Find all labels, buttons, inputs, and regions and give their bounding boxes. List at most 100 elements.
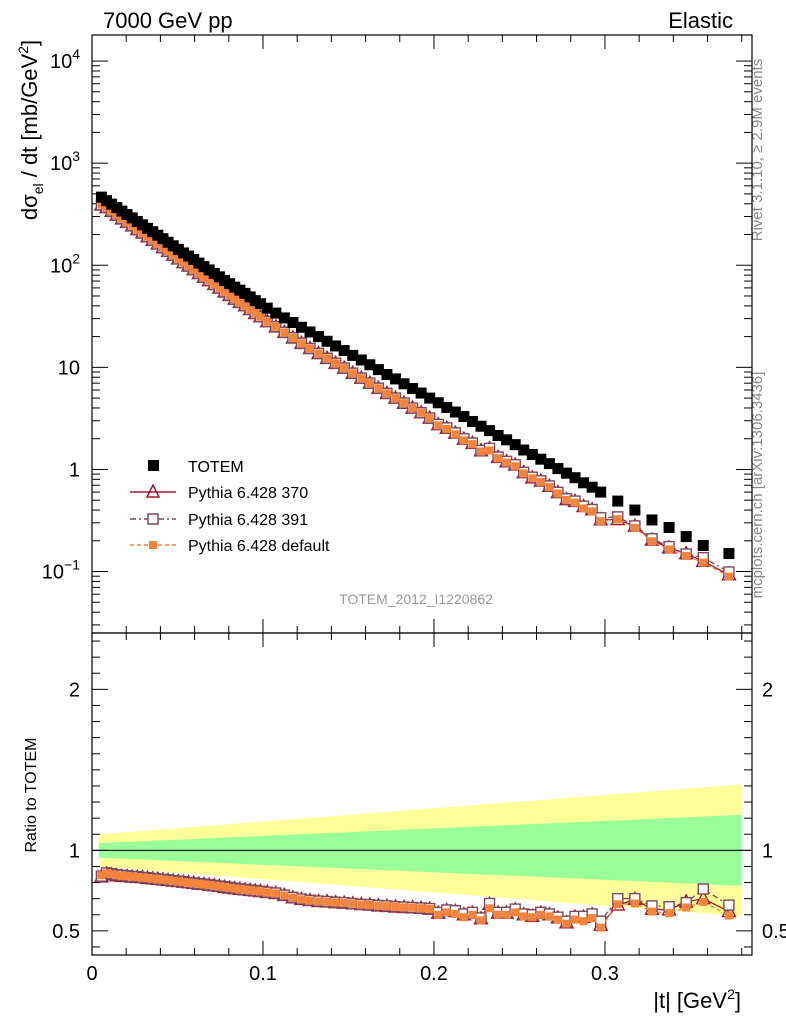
ratio-y-axis-label: Ratio to TOTEM <box>23 738 40 853</box>
main-point-series-3 <box>256 312 265 321</box>
main-point-totem <box>313 331 325 343</box>
ratio-point-series-3 <box>536 910 545 919</box>
main-point-series-3 <box>189 265 198 274</box>
main-point-series-3 <box>494 454 503 463</box>
main-point-totem <box>595 486 607 498</box>
ratio-point-series-3 <box>613 900 622 909</box>
ratio-y-tick-label-left: 0.5 <box>52 921 80 943</box>
main-point-series-3 <box>468 440 477 449</box>
main-point-series-3 <box>235 298 244 307</box>
ratio-point-series-3 <box>451 909 460 918</box>
ratio-point-series-3 <box>256 887 265 896</box>
ratio-point-series-3 <box>241 885 250 894</box>
main-point-series-3 <box>323 354 332 363</box>
ratio-point-series-3 <box>133 873 142 882</box>
main-point-totem <box>407 383 419 395</box>
main-point-series-3 <box>365 379 374 388</box>
ratio-point-series-3 <box>306 896 315 905</box>
main-point-totem <box>338 345 350 357</box>
ratio-point-series-3 <box>194 879 203 888</box>
main-point-totem <box>535 453 547 465</box>
x-axis-label: |t| [GeV2] <box>653 986 741 1013</box>
ratio-point-series-3 <box>153 875 162 884</box>
main-point-totem <box>475 420 487 432</box>
main-point-totem <box>518 444 530 456</box>
main-point-series-3 <box>306 344 315 353</box>
ratio-point-series-3 <box>468 910 477 919</box>
legend: TOTEM Pythia 6.428 370 Pythia 6.428 391 … <box>130 459 330 555</box>
ratio-point-series-3 <box>271 889 280 898</box>
main-point-totem <box>364 359 376 371</box>
main-point-totem <box>578 477 590 489</box>
main-point-series-3 <box>199 273 208 282</box>
main-point-totem <box>295 321 307 333</box>
main-point-series-3 <box>391 394 400 403</box>
ratio-point-series-3 <box>263 888 272 897</box>
x-tick-label: 0.1 <box>249 963 277 985</box>
main-point-series-3 <box>184 262 193 271</box>
ratio-point-series-2 <box>697 883 709 895</box>
ratio-point-series-3 <box>476 916 485 925</box>
legend-label-p391: Pythia 6.428 391 <box>188 512 308 529</box>
main-point-totem <box>287 316 299 328</box>
main-point-series-3 <box>459 436 468 445</box>
main-point-totem <box>586 481 598 493</box>
ratio-point-series-3 <box>164 876 173 885</box>
main-point-series-3 <box>205 276 214 285</box>
main-point-series-3 <box>588 507 597 516</box>
main-point-totem <box>646 514 658 526</box>
main-point-series-3 <box>665 545 674 554</box>
ratio-point-series-3 <box>571 915 580 924</box>
ratio-point-series-3 <box>348 899 357 908</box>
legend-label-totem: TOTEM <box>188 459 244 476</box>
main-point-series-3 <box>442 424 451 433</box>
main-point-series-3 <box>417 408 426 417</box>
ratio-y-tick-label-left: 2 <box>69 679 80 701</box>
main-point-series-3 <box>263 317 272 326</box>
main-point-totem <box>509 439 521 451</box>
main-point-totem <box>501 434 513 446</box>
ratio-point-series-3 <box>288 893 297 902</box>
ratio-point-series-3 <box>102 869 111 878</box>
main-point-series-3 <box>724 572 733 581</box>
main-y-axis-label: dσel / dt [mb/GeV2] <box>15 40 46 220</box>
main-point-series-3 <box>314 349 323 358</box>
ratio-point-series-3 <box>225 883 234 892</box>
main-point-totem <box>449 406 461 418</box>
main-point-totem <box>458 411 470 423</box>
main-point-totem <box>569 472 581 484</box>
main-point-series-3 <box>613 515 622 524</box>
legend-marker-pdef <box>149 541 157 549</box>
ratio-point-series-3 <box>374 901 383 910</box>
header-left-label: 7000 GeV pp <box>103 8 233 33</box>
main-point-totem <box>680 531 692 543</box>
legend-label-p370: Pythia 6.428 370 <box>188 485 308 502</box>
main-point-series-3 <box>511 462 520 471</box>
ratio-plot-markers <box>93 865 737 932</box>
main-point-series-3 <box>528 474 537 483</box>
main-point-series-3 <box>562 496 571 505</box>
ratio-point-series-3 <box>314 897 323 906</box>
legend-label-pdef: Pythia 6.428 default <box>188 538 330 555</box>
ratio-point-series-3 <box>280 891 289 900</box>
ratio-point-series-3 <box>220 883 229 892</box>
ratio-point-series-3 <box>184 878 193 887</box>
main-point-series-3 <box>699 558 708 567</box>
main-point-series-3 <box>280 328 289 337</box>
main-point-totem <box>278 312 290 324</box>
main-point-totem <box>261 302 273 314</box>
main-point-series-3 <box>400 399 409 408</box>
ratio-point-series-3 <box>519 912 528 921</box>
main-point-totem <box>552 463 564 475</box>
x-tick-label: 0.3 <box>591 963 619 985</box>
main-point-series-3 <box>348 369 357 378</box>
main-point-totem <box>321 335 333 347</box>
main-point-series-3 <box>647 537 656 546</box>
main-point-series-3 <box>553 489 562 498</box>
ratio-point-series-3 <box>112 871 121 880</box>
main-point-series-3 <box>579 504 588 513</box>
main-y-tick-label: 103 <box>50 148 80 175</box>
main-point-totem <box>560 467 572 479</box>
